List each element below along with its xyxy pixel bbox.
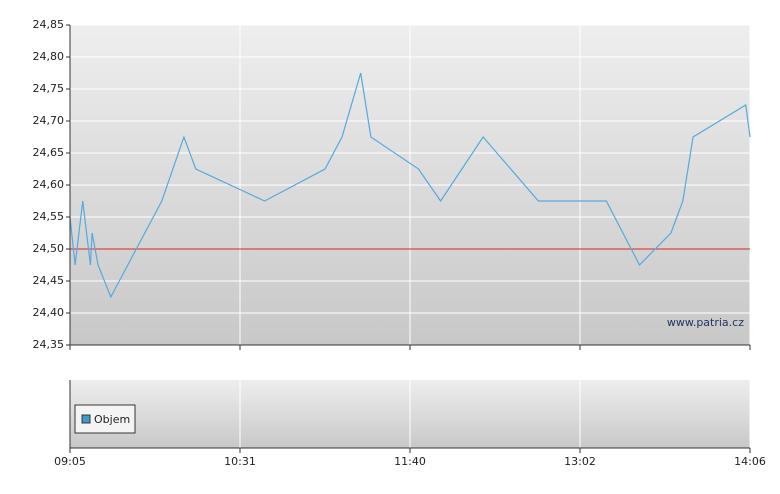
y-tick-label: 24,65 [33,146,65,159]
y-tick-label: 24,80 [33,50,65,63]
watermark: www.patria.cz [667,316,744,329]
x-tick-label: 13:02 [564,455,596,468]
price-line [69,72,751,299]
y-tick-label: 24,40 [33,306,65,319]
y-tick-label: 24,85 [33,18,65,31]
x-tick-label: 14:06 [734,455,766,468]
y-tick-label: 24,75 [33,82,65,95]
y-tick-label: 24,45 [33,274,65,287]
y-tick-label: 24,50 [33,242,65,255]
x-tick-label: 09:05 [54,455,86,468]
y-tick-label: 24,70 [33,114,65,127]
legend-swatch [81,414,91,424]
y-tick-label: 24,60 [33,178,65,191]
x-tick-label: 11:40 [394,455,426,468]
y-tick-label: 24,55 [33,210,65,223]
legend-label: Objem [94,413,130,426]
y-tick-label: 24,35 [33,338,65,351]
x-tick-label: 10:31 [224,455,256,468]
